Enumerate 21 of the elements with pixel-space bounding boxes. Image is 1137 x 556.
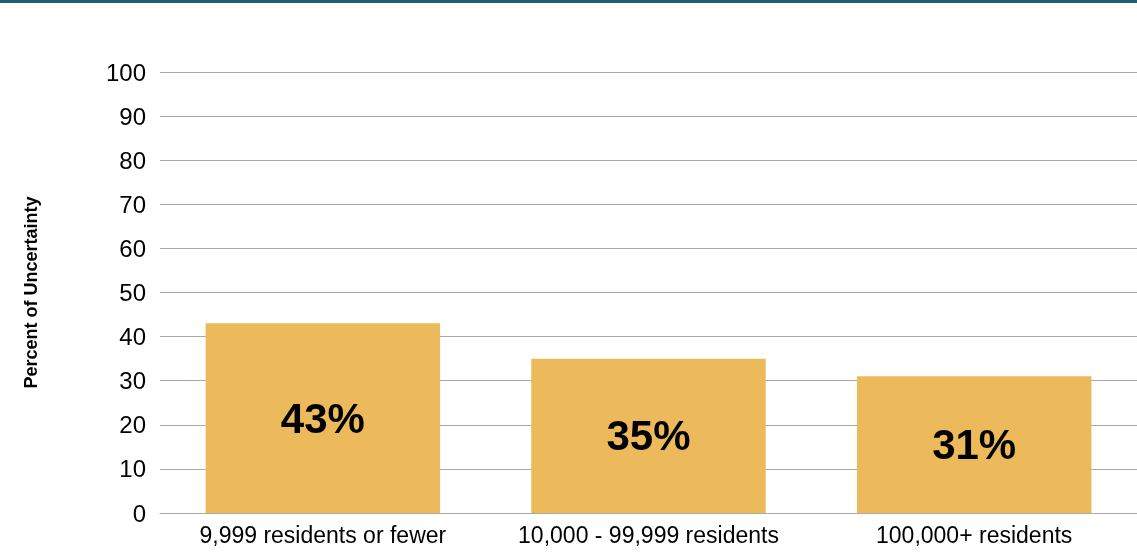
bar <box>205 323 441 513</box>
x-tick-label: 100,000+ residents <box>876 521 1073 548</box>
y-tick-label: 30 <box>119 367 146 395</box>
data-label: 31% <box>932 421 1017 469</box>
y-tick-label: 50 <box>119 279 146 306</box>
bar <box>856 376 1092 513</box>
y-tick-label: 90 <box>119 102 146 130</box>
y-tick-label: 60 <box>119 234 146 262</box>
y-tick-label: 100 <box>105 58 146 86</box>
y-tick-label: 40 <box>119 323 146 351</box>
data-label: 35% <box>606 412 691 460</box>
x-tick-label: 9,999 residents or fewer <box>199 521 447 548</box>
y-tick-label: 0 <box>132 499 146 527</box>
y-tick-label: 70 <box>119 190 146 218</box>
y-tick-label: 10 <box>119 455 146 483</box>
y-tick-label: 20 <box>119 411 146 439</box>
data-label: 43% <box>280 394 365 442</box>
bar <box>531 358 766 513</box>
x-tick-label: 10,000 - 99,999 residents <box>518 521 779 548</box>
y-tick-label: 80 <box>119 146 146 174</box>
y-axis-title: Percent of Uncertainty <box>21 196 41 389</box>
